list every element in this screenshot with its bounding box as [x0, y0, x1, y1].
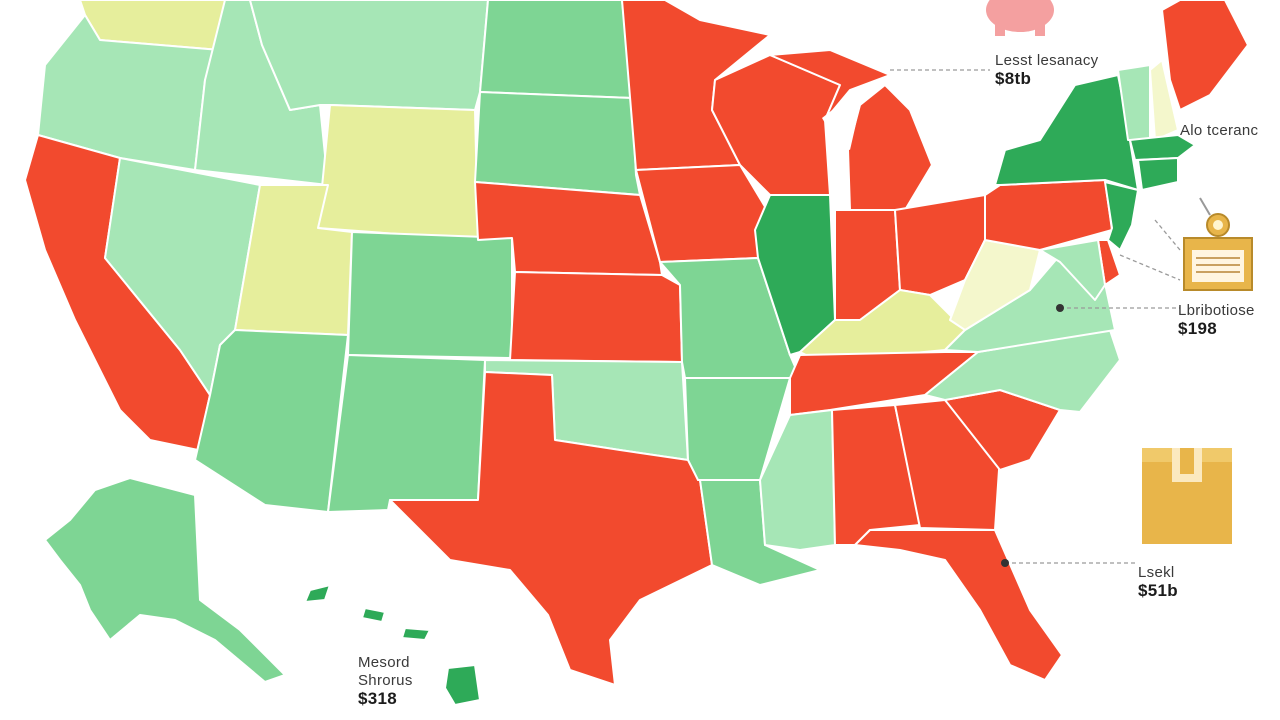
callout-value: $8tb	[995, 69, 1032, 88]
callout-label: Lesst lesanacy	[995, 52, 1099, 69]
state-HI[interactable]	[304, 584, 481, 706]
leader-line	[1154, 219, 1181, 251]
callout-label: Shrorus	[358, 672, 413, 689]
callout-label: Lbribotiose	[1178, 302, 1255, 319]
state-MT[interactable]	[249, 0, 489, 111]
state-SD[interactable]	[474, 91, 641, 196]
receipt-icon	[1183, 197, 1253, 291]
callout-value: $198	[1178, 319, 1218, 338]
state-FL[interactable]	[854, 529, 1063, 681]
state-KS[interactable]	[509, 271, 683, 363]
state-CT[interactable]	[1137, 157, 1179, 191]
state-MI[interactable]	[769, 49, 933, 211]
state-PA[interactable]	[984, 179, 1113, 251]
callout-pacific: Mesord Shrorus $318	[358, 654, 413, 708]
marker-dot	[1001, 559, 1009, 567]
state-AZ[interactable]	[194, 329, 349, 513]
callout-northeast: Lesst lesanacy $8tb	[995, 52, 1098, 88]
marker-dot	[1056, 304, 1064, 312]
state-NY[interactable]	[994, 74, 1139, 191]
callout-value: $318	[358, 689, 398, 708]
state-ND[interactable]	[479, 0, 633, 99]
state-TX[interactable]	[389, 371, 713, 686]
callout-mid-atlantic: Lbribotiose $198	[1178, 302, 1255, 338]
state-MD[interactable]	[1039, 239, 1106, 301]
state-IA[interactable]	[635, 164, 771, 263]
state-AK[interactable]	[44, 477, 286, 683]
package-icon	[1142, 448, 1232, 544]
state-NJ[interactable]	[1104, 181, 1139, 251]
piggy-bank-icon	[986, 0, 1054, 36]
state-WY[interactable]	[317, 104, 479, 241]
callout-label: Lsekl	[1138, 564, 1175, 581]
great-lake	[822, 100, 858, 150]
callout-label: Alo tceranc	[1180, 122, 1259, 139]
state-MA[interactable]	[1129, 134, 1196, 161]
callout-new-england: Alo tceranc	[1180, 122, 1258, 140]
state-CO[interactable]	[347, 231, 513, 359]
leader-line	[1119, 254, 1181, 281]
state-ME[interactable]	[1161, 0, 1249, 111]
callout-southeast: Lsekl $51b	[1138, 564, 1178, 600]
callout-value: $51b	[1138, 581, 1178, 600]
callout-label: Mesord	[358, 654, 410, 671]
state-NM[interactable]	[327, 354, 486, 513]
state-IL[interactable]	[754, 194, 836, 356]
state-NH[interactable]	[1149, 59, 1179, 141]
